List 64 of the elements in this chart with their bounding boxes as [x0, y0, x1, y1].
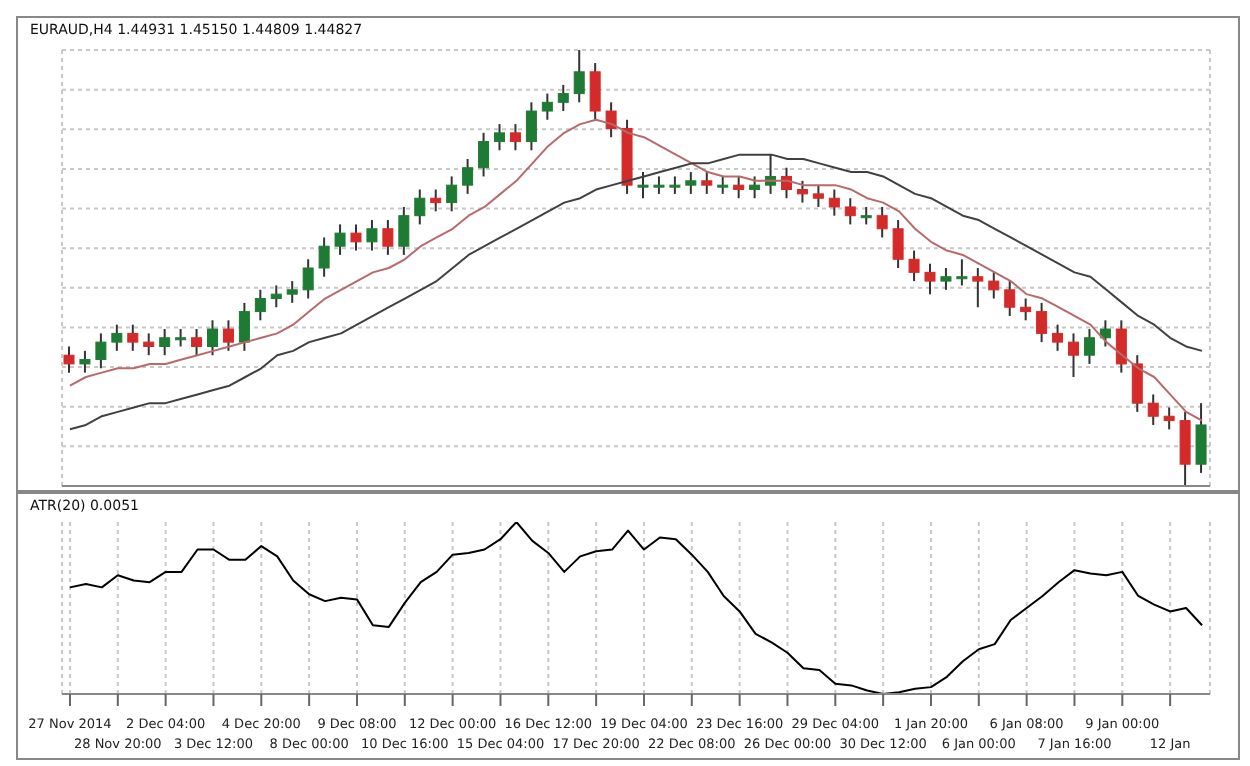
candlestick — [478, 131, 490, 178]
candlestick — [446, 175, 458, 213]
candlestick — [207, 319, 218, 357]
candlestick — [749, 175, 761, 200]
candlestick — [924, 262, 936, 296]
candlestick — [63, 345, 75, 374]
candlestick — [892, 219, 904, 269]
candlestick — [95, 332, 107, 370]
candlestick — [812, 184, 824, 208]
candlestick — [334, 223, 346, 256]
candlestick — [972, 267, 984, 309]
candlestick — [191, 328, 203, 357]
candlestick — [159, 328, 171, 357]
candlestick — [1099, 319, 1111, 348]
candlestick — [414, 188, 426, 226]
candlestick — [222, 319, 234, 352]
candlestick — [844, 197, 856, 226]
candlestick — [1195, 402, 1207, 474]
candlestick — [541, 92, 553, 121]
candlestick — [143, 332, 155, 357]
candlestick — [318, 236, 330, 278]
candlestick — [111, 323, 123, 352]
candlestick — [127, 323, 139, 352]
candlestick — [876, 205, 888, 239]
candlestick — [701, 171, 713, 195]
candlestick — [589, 62, 601, 121]
candlestick — [430, 188, 442, 213]
candlestick — [398, 205, 410, 256]
candlestick — [1163, 406, 1175, 431]
candlestick — [1179, 410, 1191, 486]
candlestick — [1131, 354, 1143, 413]
candlestick — [494, 123, 505, 152]
candlestick — [1068, 332, 1079, 378]
candlestick — [573, 50, 585, 104]
candlestick — [79, 349, 91, 374]
candlestick — [302, 258, 314, 300]
candlestick — [366, 219, 378, 252]
candlestick — [956, 258, 968, 287]
candlestick — [1004, 280, 1016, 317]
candlestick — [828, 188, 840, 217]
candlestick — [254, 288, 266, 322]
candlestick — [1083, 328, 1095, 365]
candlestick — [525, 101, 537, 152]
candlestick — [685, 171, 697, 195]
candlestick — [462, 158, 474, 195]
candlestick — [238, 301, 250, 352]
candlestick — [557, 83, 569, 113]
candlestick — [286, 280, 298, 304]
candlestick — [605, 101, 617, 139]
candlestick — [1036, 301, 1048, 344]
candlestick — [509, 123, 521, 152]
candlestick — [988, 271, 1000, 300]
candlestick — [382, 219, 394, 256]
candlestick — [1147, 393, 1159, 426]
candlestick — [940, 267, 952, 291]
candlestick — [733, 175, 745, 200]
candlestick — [908, 249, 920, 283]
candlestick — [1115, 319, 1127, 374]
candlestick — [1020, 297, 1032, 322]
candlestick — [637, 171, 649, 200]
candlestick — [1052, 323, 1064, 352]
candlestick — [350, 223, 362, 252]
candlestick — [270, 284, 282, 309]
candlestick — [796, 179, 808, 204]
